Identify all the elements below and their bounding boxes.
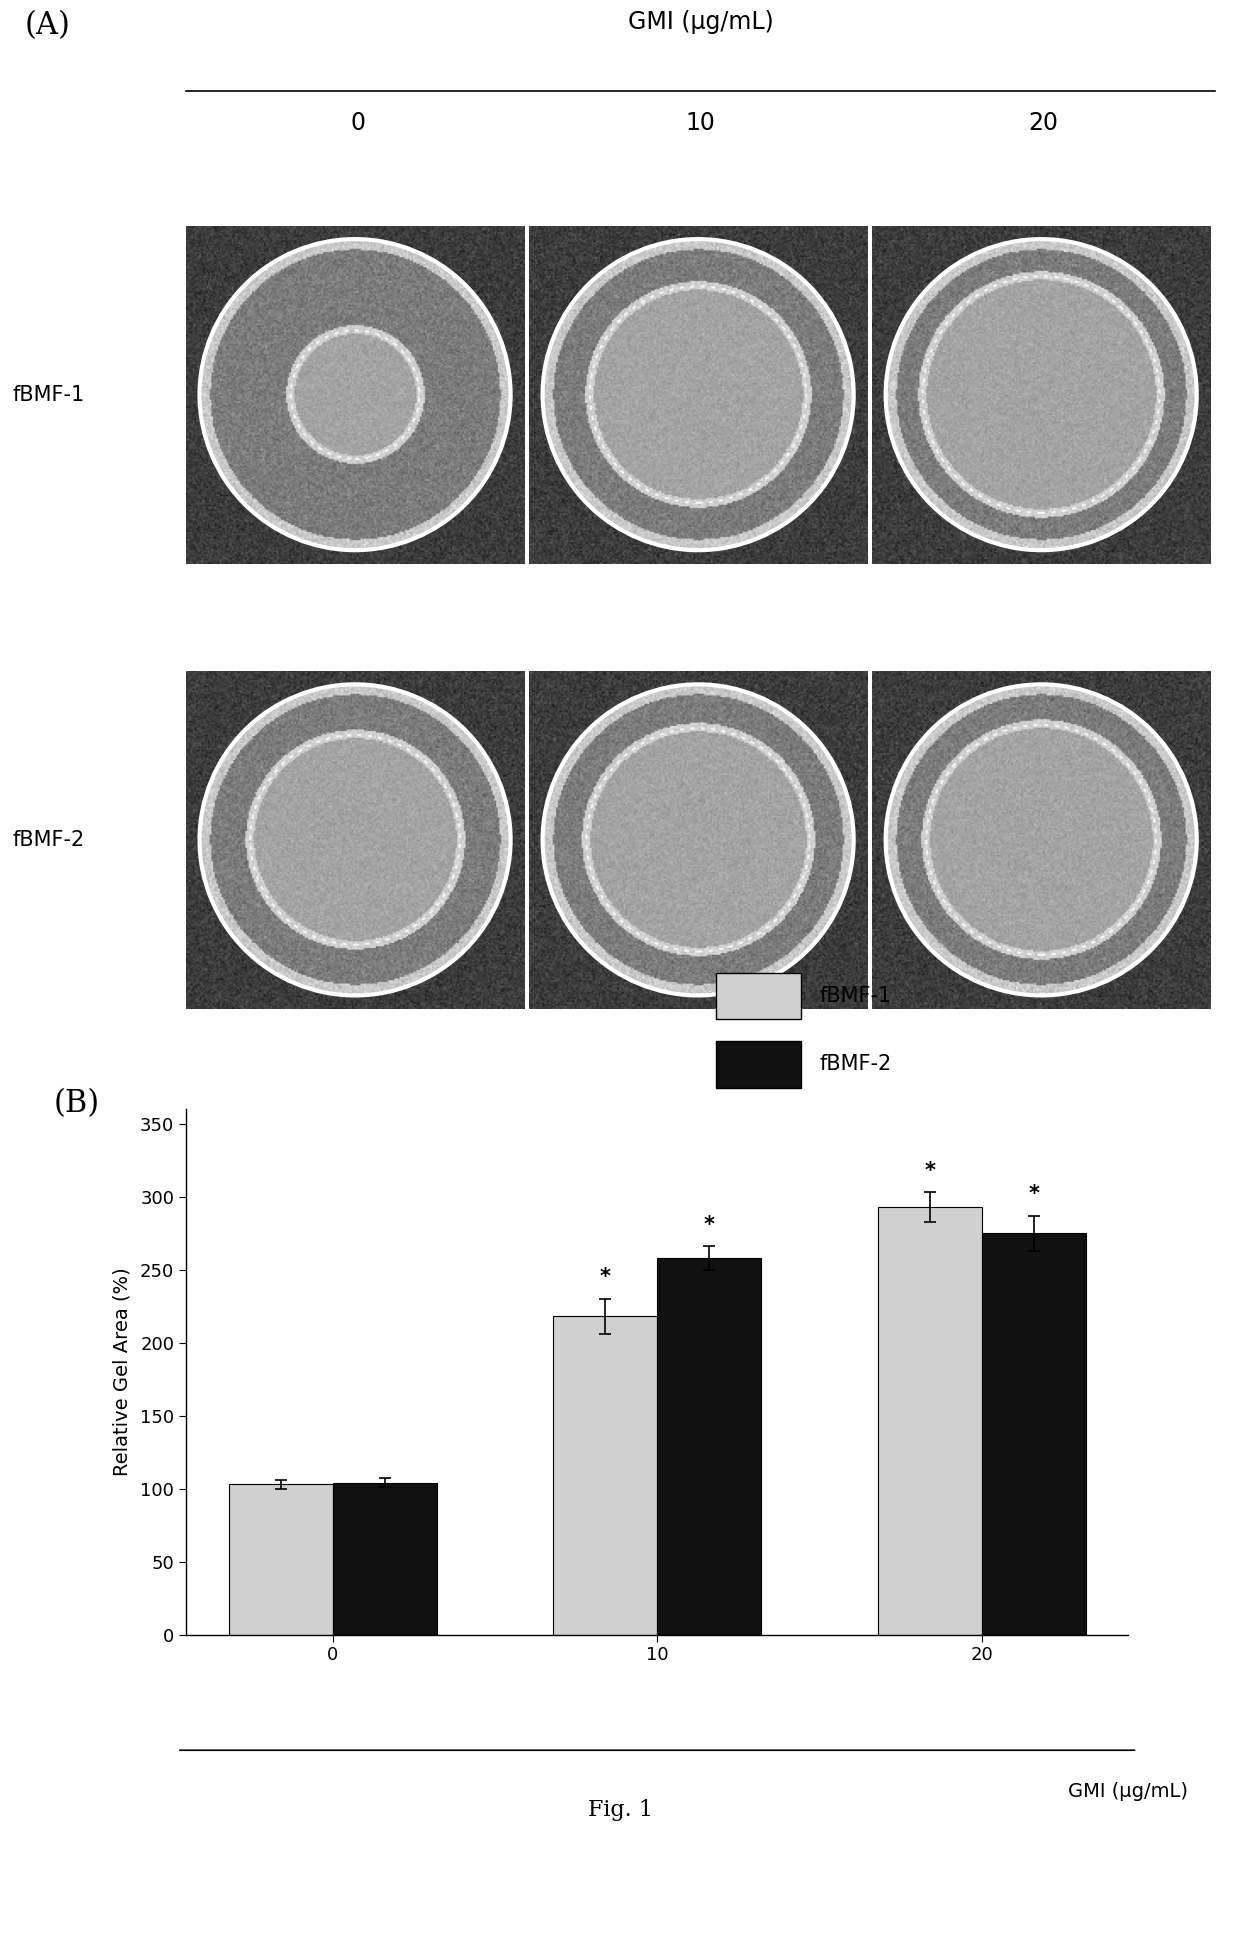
Text: 0: 0 <box>350 111 365 136</box>
Text: GMI (μg/mL): GMI (μg/mL) <box>627 10 774 35</box>
Bar <box>982 1234 1085 1635</box>
Text: *: * <box>600 1267 611 1288</box>
Text: Fig. 1: Fig. 1 <box>588 1798 652 1821</box>
Text: 20: 20 <box>1029 111 1059 136</box>
Text: fBMF-2: fBMF-2 <box>820 1055 892 1074</box>
Bar <box>332 1483 436 1635</box>
Y-axis label: Relative Gel Area (%): Relative Gel Area (%) <box>113 1267 131 1477</box>
Text: GMI (μg/mL): GMI (μg/mL) <box>1069 1783 1188 1800</box>
Text: fBMF-1: fBMF-1 <box>820 987 892 1006</box>
Text: 10: 10 <box>686 111 715 136</box>
Text: (B): (B) <box>55 1088 100 1119</box>
Text: *: * <box>1028 1183 1039 1205</box>
Bar <box>717 1041 801 1088</box>
Bar <box>657 1257 761 1635</box>
Text: fBMF-1: fBMF-1 <box>12 385 84 405</box>
Text: (A): (A) <box>25 10 71 41</box>
Bar <box>553 1315 657 1635</box>
Text: *: * <box>924 1160 935 1181</box>
Text: fBMF-2: fBMF-2 <box>12 829 84 850</box>
Bar <box>717 973 801 1020</box>
Text: *: * <box>703 1214 714 1234</box>
Bar <box>878 1207 982 1635</box>
Bar <box>229 1485 332 1635</box>
